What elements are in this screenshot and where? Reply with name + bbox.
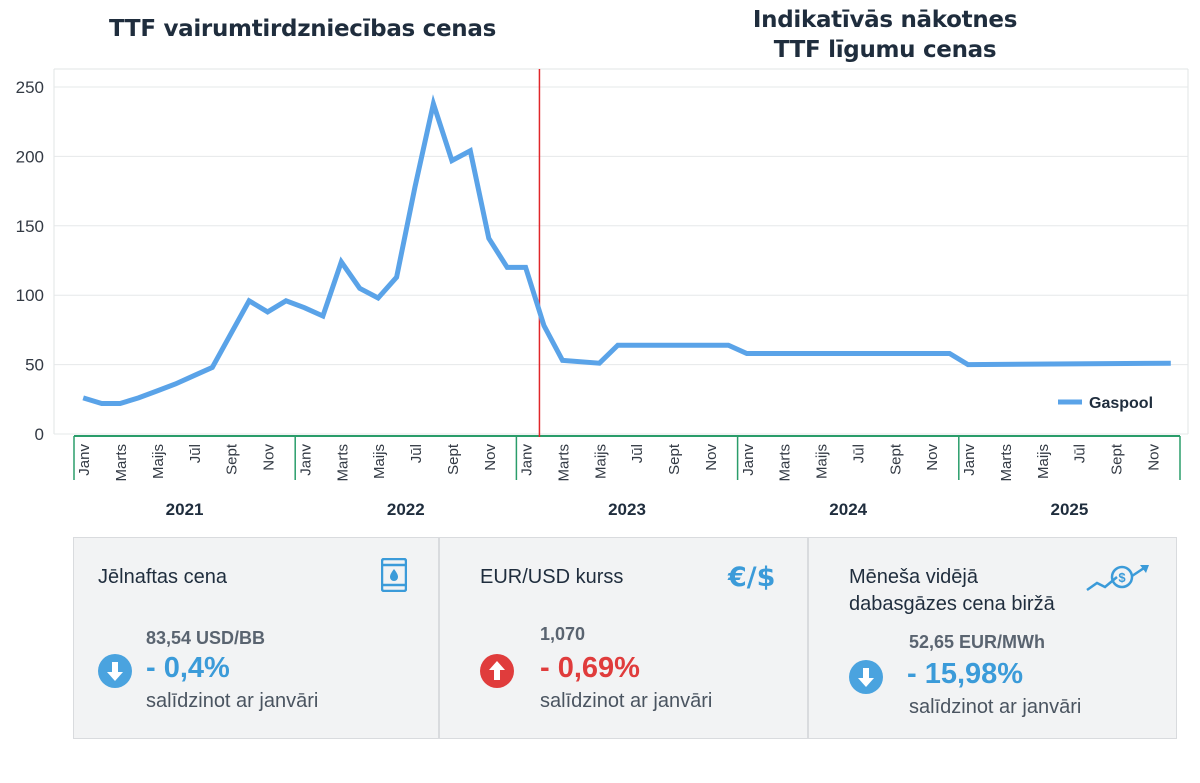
month-label: Nov (261, 444, 278, 471)
card-value: 1,070 (540, 624, 586, 644)
y-tick-label: 250 (16, 78, 44, 97)
y-tick-label: 0 (35, 425, 44, 444)
year-label: 2023 (608, 500, 646, 519)
chart-title-right: Indikatīvās nākotnes TTF līgumu cenas (700, 5, 1070, 65)
arrow-down-icon (98, 654, 132, 688)
month-label: Janv (961, 444, 978, 476)
card-label: Mēneša vidējā dabasgāzes cena biržā (849, 564, 1055, 618)
month-label: Maijs (371, 444, 388, 479)
month-label: Nov (924, 444, 941, 471)
card-change: - 0,4% (146, 652, 230, 684)
card-note: salīdzinot ar janvāri (540, 690, 713, 712)
euro-dollar-icon: €/$ (728, 562, 776, 593)
gas-exchange-card: Mēneša vidējā dabasgāzes cena biržā $ 52… (808, 537, 1177, 739)
chart-title-left: TTF vairumtirdzniecības cenas (109, 16, 496, 42)
card-label: EUR/USD kurss (480, 566, 624, 588)
month-label: Sept (666, 443, 683, 475)
legend-label: Gaspool (1089, 395, 1153, 412)
month-label: Maijs (814, 444, 831, 479)
month-label: Marts (334, 444, 351, 482)
chart-title-right-line2: TTF līgumu cenas (773, 37, 997, 63)
month-label: Maijs (1035, 444, 1052, 479)
year-label: 2025 (1050, 500, 1088, 519)
card-change: - 0,69% (540, 652, 640, 684)
month-label: Jūl (1072, 444, 1089, 463)
card-note: salīdzinot ar janvāri (146, 690, 319, 712)
card-change: - 15,98% (907, 658, 1024, 690)
month-label: Maijs (150, 444, 167, 479)
month-label: Janv (519, 444, 536, 476)
oil-barrel-icon (380, 557, 408, 597)
chart-title-right-line1: Indikatīvās nākotnes (752, 7, 1018, 33)
card-label-line2: dabasgāzes cena biržā (849, 593, 1055, 615)
month-label: Jūl (187, 444, 204, 463)
month-label: Jūl (629, 444, 646, 463)
arrow-down-icon (849, 660, 883, 694)
arrow-up-icon (480, 654, 514, 688)
year-label: 2021 (166, 500, 204, 519)
year-label: 2024 (829, 500, 867, 519)
card-label: Jēlnaftas cena (98, 566, 227, 588)
month-label: Janv (76, 444, 93, 476)
month-label: Nov (703, 444, 720, 471)
month-label: Janv (740, 444, 757, 476)
month-label: Janv (297, 444, 314, 476)
y-tick-label: 50 (25, 356, 44, 375)
oil-price-card: Jēlnaftas cena 83,54 USD/BB - 0,4% salīd… (73, 537, 439, 739)
month-label: Sept (224, 443, 241, 475)
month-label: Sept (1108, 443, 1125, 475)
eur-usd-card: EUR/USD kurss €/$ 1,070 - 0,69% salīdzin… (439, 537, 808, 739)
y-tick-label: 150 (16, 217, 44, 236)
month-label: Marts (777, 444, 794, 482)
month-label: Maijs (592, 444, 609, 479)
month-label: Marts (998, 444, 1015, 482)
month-label: Marts (113, 444, 130, 482)
series-line-gaspool (82, 94, 1171, 406)
card-note: salīdzinot ar janvāri (909, 696, 1082, 718)
y-tick-label: 100 (16, 286, 44, 305)
month-label: Nov (1145, 444, 1162, 471)
card-value: 83,54 USD/BB (146, 628, 266, 648)
month-label: Sept (887, 443, 904, 475)
gas-price-chart: 0 50 100 150 200 250 Janv Marts Maijs Jūl Sept Nov 2… (16, 68, 1189, 519)
month-label: Sept (445, 443, 462, 475)
card-label-line1: Mēneša vidējā (849, 566, 978, 588)
y-tick-label: 200 (16, 147, 44, 166)
month-label: Jūl (850, 444, 867, 463)
card-value: 52,65 EUR/MWh (909, 632, 1046, 652)
rising-price-icon: $ (1085, 562, 1155, 601)
year-label: 2022 (387, 500, 425, 519)
month-label: Marts (555, 444, 572, 482)
svg-text:$: $ (1118, 570, 1126, 585)
month-label: Jūl (408, 444, 425, 463)
month-label: Nov (482, 444, 499, 471)
